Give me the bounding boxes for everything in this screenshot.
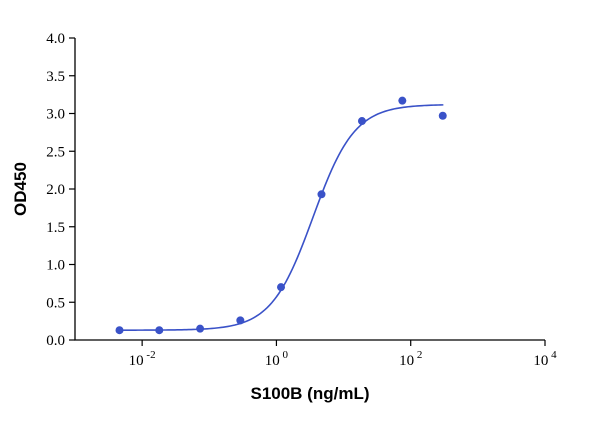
y-tick-label: 2.5 [46, 144, 65, 160]
fit-curve [118, 104, 444, 331]
data-point [155, 326, 164, 335]
y-tick-label: 2.0 [46, 182, 65, 198]
data-point [277, 283, 286, 292]
y-tick-label: 4.0 [46, 31, 65, 47]
y-tick-label: 0.5 [46, 295, 65, 311]
y-tick-label: 1.5 [46, 220, 65, 236]
chart-layer: 0.0 0.5 1.0 1.5 2.0 2.5 3.0 3.5 4.0 10 -2 10 0 10 2… [46, 31, 557, 369]
x-tick-label: 10 2 [399, 349, 422, 369]
data-point [398, 96, 407, 105]
data-point [317, 190, 326, 199]
y-axis-title: OD450 [11, 162, 30, 216]
data-point [357, 117, 366, 126]
x-axis-title: S100B (ng/mL) [250, 384, 369, 403]
x-tick-label: 10 4 [533, 349, 557, 369]
axis-lines [74, 38, 545, 341]
x-tick-label: 10 -2 [129, 349, 156, 369]
y-tick-label: 3.5 [46, 69, 65, 85]
data-point [115, 326, 124, 335]
data-point [438, 111, 447, 120]
y-tick-label: 3.0 [46, 107, 65, 123]
x-tick-label: 10 0 [265, 349, 289, 369]
y-tick-label: 0.0 [46, 333, 65, 349]
y-tick-label: 1.0 [46, 258, 65, 274]
data-point [196, 324, 205, 333]
data-point [236, 316, 245, 325]
